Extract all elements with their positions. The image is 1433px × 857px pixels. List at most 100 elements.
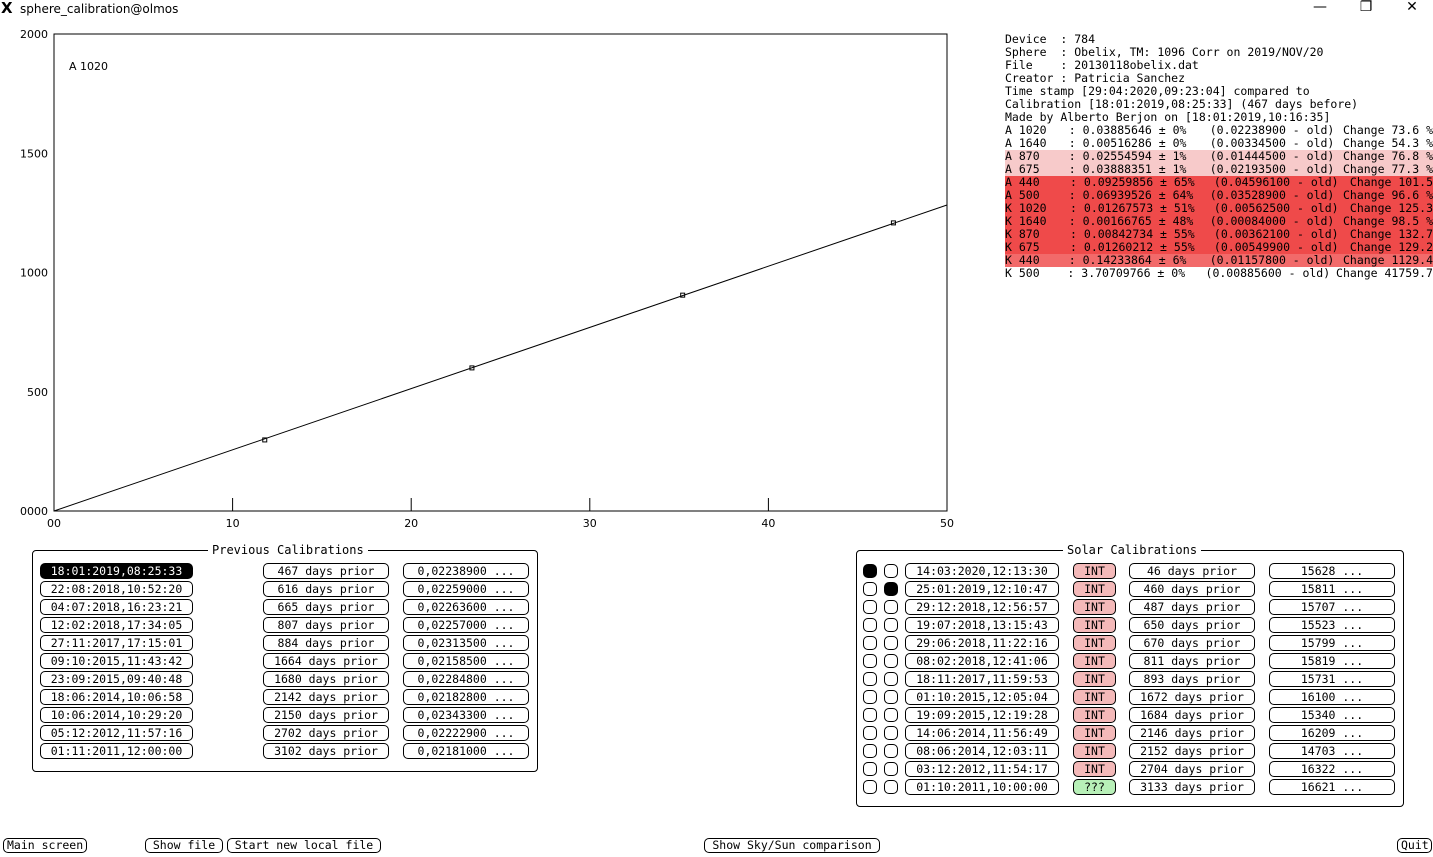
solar-type-badge[interactable]: INT [1073,707,1116,723]
previous-date-button[interactable]: 18:06:2014,10:06:58 [40,689,193,705]
previous-date-button[interactable]: 10:06:2014,10:29:20 [40,707,193,723]
solar-value-button[interactable]: 15523 ... [1269,617,1395,633]
solar-type-badge[interactable]: INT [1073,635,1116,651]
show-file-button[interactable]: Show file [145,838,223,853]
previous-prior-button[interactable]: 665 days prior [263,599,389,615]
sun-select-radio[interactable] [884,636,898,650]
sky-select-radio[interactable] [863,690,877,704]
previous-prior-button[interactable]: 3102 days prior [263,743,389,759]
solar-prior-button[interactable]: 460 days prior [1129,581,1255,597]
solar-date-button[interactable]: 14:03:2020,12:13:30 [905,563,1059,579]
previous-value-button[interactable]: 0,02263600 ... [403,599,529,615]
solar-prior-button[interactable]: 2704 days prior [1129,761,1255,777]
solar-date-button[interactable]: 29:06:2018,11:22:16 [905,635,1059,651]
sun-select-radio[interactable] [884,582,898,596]
solar-value-button[interactable]: 15628 ... [1269,563,1395,579]
previous-value-button[interactable]: 0,02182800 ... [403,689,529,705]
previous-value-button[interactable]: 0,02343300 ... [403,707,529,723]
solar-type-badge[interactable]: INT [1073,563,1116,579]
previous-date-button[interactable]: 05:12:2012,11:57:16 [40,725,193,741]
solar-value-button[interactable]: 16100 ... [1269,689,1395,705]
previous-date-button[interactable]: 22:08:2018,10:52:20 [40,581,193,597]
previous-prior-button[interactable]: 616 days prior [263,581,389,597]
solar-value-button[interactable]: 15811 ... [1269,581,1395,597]
show-sky-sun-comparison-button[interactable]: Show Sky/Sun comparison [704,838,880,853]
solar-prior-button[interactable]: 3133 days prior [1129,779,1255,795]
previous-value-button[interactable]: 0,02238900 ... [403,563,529,579]
solar-date-button[interactable]: 08:06:2014,12:03:11 [905,743,1059,759]
solar-value-button[interactable]: 15707 ... [1269,599,1395,615]
sky-select-radio[interactable] [863,636,877,650]
solar-value-button[interactable]: 15340 ... [1269,707,1395,723]
sky-select-radio[interactable] [863,726,877,740]
previous-value-button[interactable]: 0,02181000 ... [403,743,529,759]
maximize-icon[interactable]: ❐ [1359,0,1373,15]
sun-select-radio[interactable] [884,780,898,794]
sky-select-radio[interactable] [863,744,877,758]
previous-date-button[interactable]: 27:11:2017,17:15:01 [40,635,193,651]
sun-select-radio[interactable] [884,708,898,722]
sky-select-radio[interactable] [863,654,877,668]
solar-prior-button[interactable]: 46 days prior [1129,563,1255,579]
solar-type-badge[interactable]: INT [1073,725,1116,741]
sun-select-radio[interactable] [884,618,898,632]
solar-prior-button[interactable]: 811 days prior [1129,653,1255,669]
sun-select-radio[interactable] [884,726,898,740]
close-icon[interactable]: ✕ [1406,0,1418,15]
solar-prior-button[interactable]: 2152 days prior [1129,743,1255,759]
solar-value-button[interactable]: 15819 ... [1269,653,1395,669]
previous-date-button[interactable]: 12:02:2018,17:34:05 [40,617,193,633]
minimize-icon[interactable]: — [1313,0,1327,15]
solar-prior-button[interactable]: 670 days prior [1129,635,1255,651]
solar-date-button[interactable]: 19:09:2015,12:19:28 [905,707,1059,723]
previous-date-button[interactable]: 09:10:2015,11:43:42 [40,653,193,669]
solar-date-button[interactable]: 18:11:2017,11:59:53 [905,671,1059,687]
sun-select-radio[interactable] [884,654,898,668]
solar-prior-button[interactable]: 487 days prior [1129,599,1255,615]
previous-value-button[interactable]: 0,02259000 ... [403,581,529,597]
sky-select-radio[interactable] [863,618,877,632]
previous-prior-button[interactable]: 1664 days prior [263,653,389,669]
solar-type-badge[interactable]: INT [1073,689,1116,705]
previous-prior-button[interactable]: 884 days prior [263,635,389,651]
solar-prior-button[interactable]: 1684 days prior [1129,707,1255,723]
solar-date-button[interactable]: 14:06:2014,11:56:49 [905,725,1059,741]
previous-prior-button[interactable]: 807 days prior [263,617,389,633]
sun-select-radio[interactable] [884,690,898,704]
previous-date-button[interactable]: 18:01:2019,08:25:33 [40,563,193,579]
previous-prior-button[interactable]: 467 days prior [263,563,389,579]
previous-value-button[interactable]: 0,02284800 ... [403,671,529,687]
previous-date-button[interactable]: 04:07:2018,16:23:21 [40,599,193,615]
solar-value-button[interactable]: 16621 ... [1269,779,1395,795]
solar-date-button[interactable]: 29:12:2018,12:56:57 [905,599,1059,615]
solar-prior-button[interactable]: 893 days prior [1129,671,1255,687]
sun-select-radio[interactable] [884,564,898,578]
solar-prior-button[interactable]: 2146 days prior [1129,725,1255,741]
previous-date-button[interactable]: 23:09:2015,09:40:48 [40,671,193,687]
solar-type-badge[interactable]: INT [1073,743,1116,759]
solar-type-badge[interactable]: INT [1073,617,1116,633]
sky-select-radio[interactable] [863,672,877,686]
solar-prior-button[interactable]: 650 days prior [1129,617,1255,633]
solar-date-button[interactable]: 03:12:2012,11:54:17 [905,761,1059,777]
solar-date-button[interactable]: 01:10:2015,12:05:04 [905,689,1059,705]
previous-value-button[interactable]: 0,02257000 ... [403,617,529,633]
solar-type-badge[interactable]: INT [1073,599,1116,615]
previous-value-button[interactable]: 0,02158500 ... [403,653,529,669]
solar-date-button[interactable]: 25:01:2019,12:10:47 [905,581,1059,597]
previous-value-button[interactable]: 0,02313500 ... [403,635,529,651]
solar-type-badge[interactable]: INT [1073,761,1116,777]
sky-select-radio[interactable] [863,780,877,794]
sun-select-radio[interactable] [884,600,898,614]
solar-value-button[interactable]: 15799 ... [1269,635,1395,651]
sun-select-radio[interactable] [884,672,898,686]
previous-value-button[interactable]: 0,02222900 ... [403,725,529,741]
sky-select-radio[interactable] [863,582,877,596]
solar-date-button[interactable]: 19:07:2018,13:15:43 [905,617,1059,633]
solar-prior-button[interactable]: 1672 days prior [1129,689,1255,705]
sky-select-radio[interactable] [863,762,877,776]
solar-value-button[interactable]: 15731 ... [1269,671,1395,687]
solar-type-badge[interactable]: INT [1073,671,1116,687]
previous-prior-button[interactable]: 2142 days prior [263,689,389,705]
solar-value-button[interactable]: 16322 ... [1269,761,1395,777]
